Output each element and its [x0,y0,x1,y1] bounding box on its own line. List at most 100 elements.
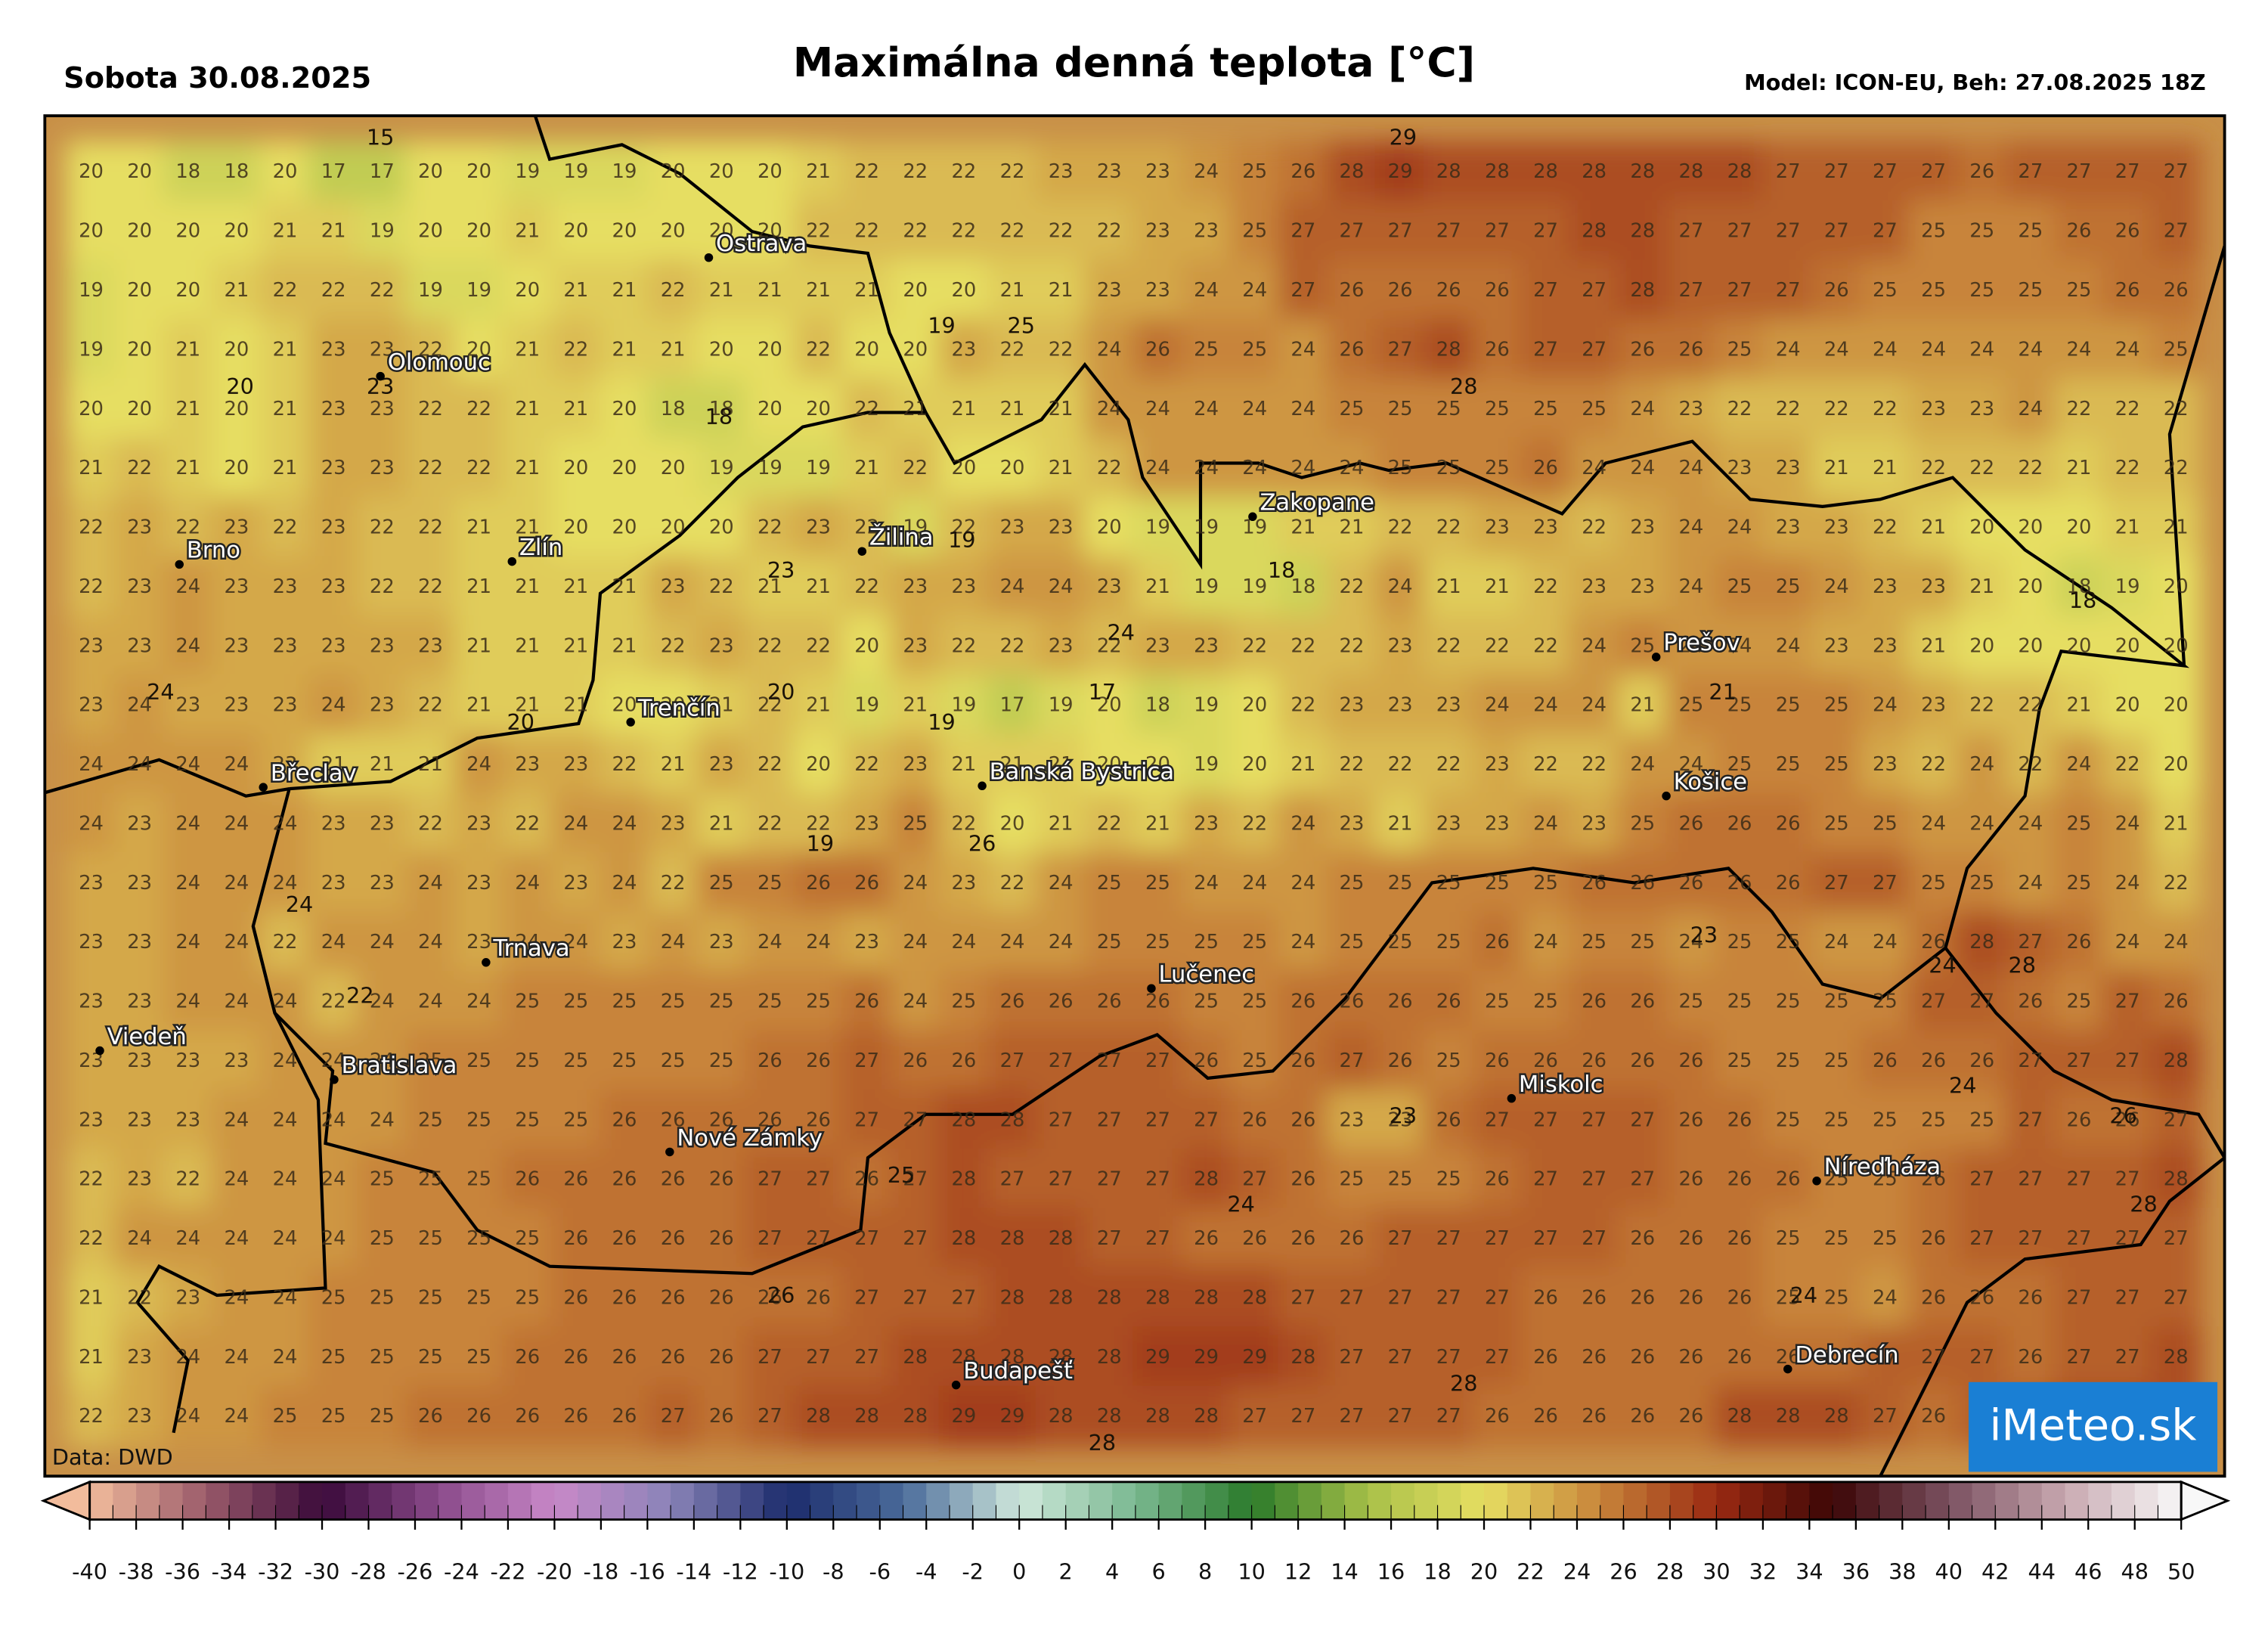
colorbar-tick-label: -14 [676,1558,711,1584]
temperature-cell [1569,141,1621,203]
grid-value: 25 [1582,398,1606,420]
temperature-cell [454,1326,506,1389]
temperature-cell [1229,911,1281,974]
grid-value: 27 [1485,1227,1510,1250]
temperature-cell [647,970,699,1034]
grid-value: 20 [951,279,976,302]
grid-value: 26 [612,1168,637,1191]
colorbar-tick-label: -34 [212,1558,247,1584]
grid-value: 23 [1097,279,1122,302]
temperature-cell [66,318,117,382]
city-label: Debrecín [1795,1342,1898,1369]
grid-value: 26 [806,1050,831,1072]
temperature-cell [1471,556,1523,619]
grid-value: 27 [1340,1050,1365,1072]
temperature-cell [259,378,311,441]
temperature-cell [1471,1030,1523,1093]
grid-value: 21 [175,338,200,361]
colorbar-segment [2111,1481,2136,1520]
temperature-cell [793,792,844,856]
temperature-cell [599,1385,651,1448]
grid-value: 26 [1436,1109,1461,1131]
grid-value: 29 [951,1405,976,1428]
grid-value: 26 [1582,872,1606,895]
grid-value: 27 [1921,160,1946,183]
grid-value: 27 [854,1346,879,1369]
colorbar-tick-label: -22 [491,1558,526,1584]
grid-value: 20 [2067,516,2092,539]
grid-value: 26 [951,1050,976,1072]
grid-value: 26 [1727,872,1752,895]
grid-value: 22 [2018,457,2043,479]
temperature-cell [1617,318,1669,382]
temperature-cell [1374,200,1427,263]
grid-value: 26 [1921,931,1946,953]
grid-value: 21 [1049,398,1074,420]
grid-value: 25 [2018,220,2043,243]
temperature-cell [1617,911,1669,974]
grid-value: 22 [79,1227,104,1250]
temperature-cell [1811,437,1863,500]
grid-value: 24 [224,1405,249,1428]
colorbar-tick-label: -32 [258,1558,293,1584]
grid-value: 21 [175,398,200,420]
temperature-cell [1520,1030,1572,1093]
grid-value: 25 [1388,931,1413,953]
grid-value: 21 [2115,516,2140,539]
temperature-cell [1665,1326,1718,1389]
temperature-cell [1908,259,1960,322]
temperature-cell [66,259,117,322]
grid-value: 23 [1145,634,1170,657]
temperature-cell [744,437,796,500]
grid-value: 22 [758,812,782,835]
grid-value: 23 [127,1405,152,1428]
colorbar-segment [1368,1481,1393,1520]
temperature-cell [211,556,263,619]
grid-value: 25 [1824,1286,1849,1309]
temperature-cell [454,437,506,500]
grid-value: 26 [2018,991,2043,1013]
grid-value: 20 [1145,753,1170,776]
grid-value: 25 [1436,872,1461,895]
grid-value: 28 [1049,1286,1074,1309]
temperature-cell [1326,615,1378,678]
temperature-cell [938,911,990,974]
temperature-cell [2102,674,2154,737]
grid-value: 24 [1921,338,1946,361]
colorbar-tick-label: -20 [537,1558,572,1584]
temperature-cell [66,378,117,441]
temperature-cell [2102,378,2154,441]
colorbar-segment [414,1481,439,1520]
grid-value: 22 [612,753,637,776]
temperature-cell [1181,733,1233,796]
colorbar-segment [1437,1481,1462,1520]
temperature-cell [599,615,651,678]
temperature-cell [1811,911,1863,974]
grid-value: 26 [1678,1286,1703,1309]
grid-value: 26 [1582,1286,1606,1309]
temperature-cell [66,1030,117,1093]
grid-value: 25 [1533,398,1558,420]
temperature-cell [696,1030,748,1093]
temperature-cell [308,1208,360,1270]
city-label: Košice [1674,769,1747,795]
temperature-cell [2053,733,2105,796]
grid-value: 28 [1049,1405,1074,1428]
grid-value: 24 [1049,872,1074,895]
temperature-cell [66,1267,117,1330]
temperature-cell [550,852,603,915]
grid-value: 25 [466,1286,491,1309]
grid-value: 28 [1436,160,1461,183]
temperature-cell [163,792,215,856]
temperature-cell [1617,970,1669,1034]
grid-value: 26 [758,1286,782,1309]
grid-value: 21 [370,753,395,776]
temperature-cell [744,556,796,619]
grid-value: 25 [1921,279,1946,302]
temperature-cell [1229,1030,1281,1093]
temperature-cell [356,792,408,856]
temperature-cell [647,200,699,263]
colorbar-tick-label: 10 [1238,1558,1266,1584]
temperature-cell [2150,792,2202,856]
grid-value: 27 [661,1405,686,1428]
